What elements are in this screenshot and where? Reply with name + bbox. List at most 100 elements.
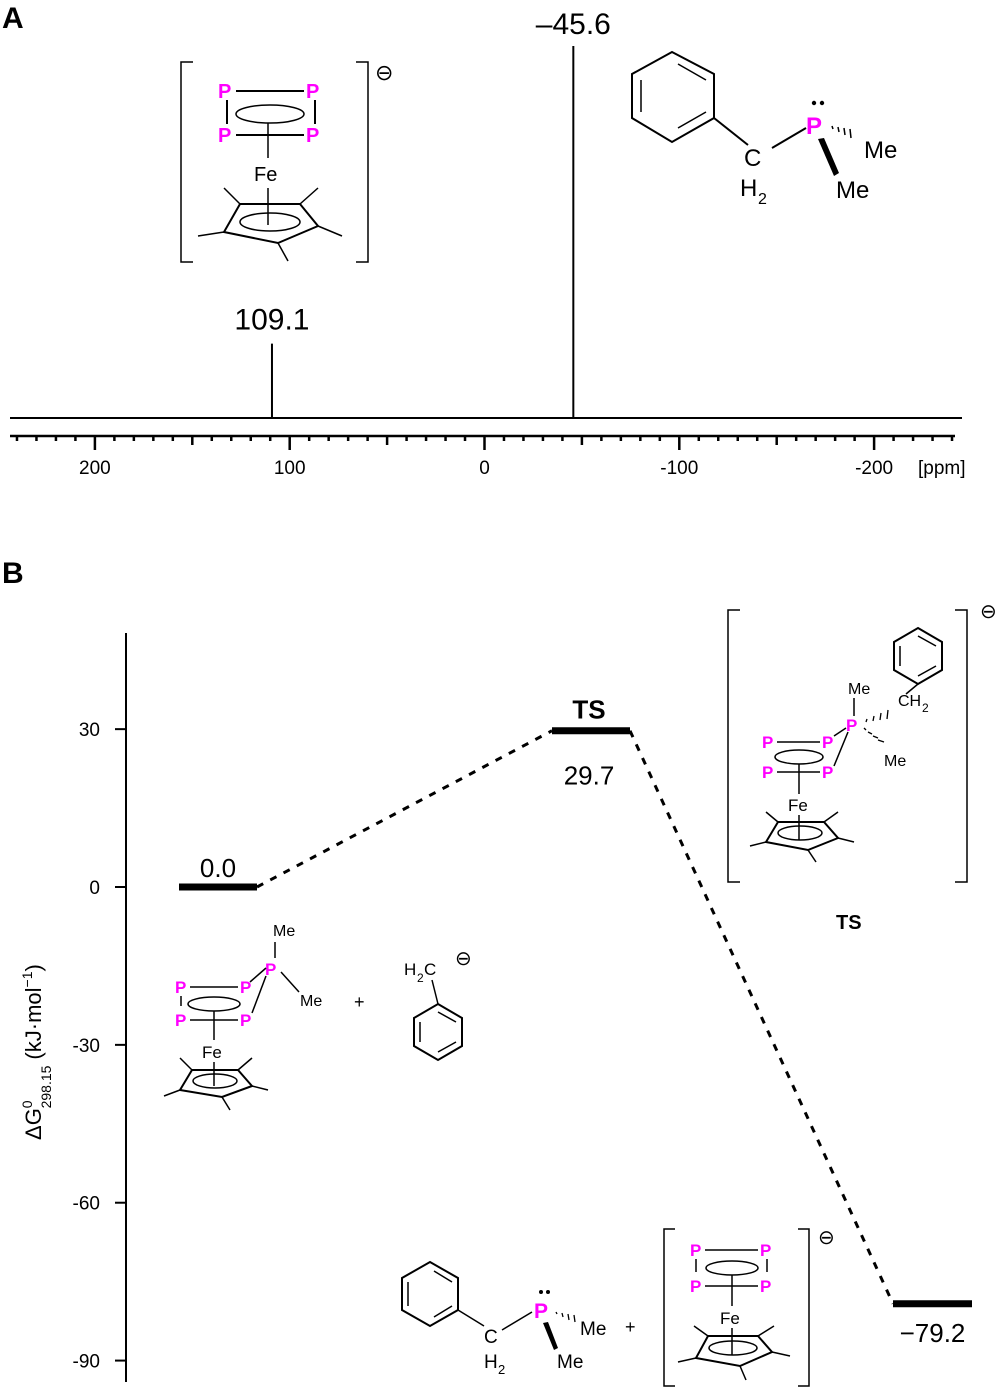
aromatic-bond — [437, 1041, 457, 1053]
cp-ring-ellipse — [239, 212, 301, 232]
p-atom-label: P — [822, 763, 833, 782]
ts-level-label: TS — [572, 695, 605, 725]
c-c-bond — [713, 117, 749, 146]
p-atom-label: P — [175, 978, 186, 997]
bracket-right — [955, 609, 968, 883]
c-p-bond — [501, 1311, 533, 1331]
aromatic-bond — [433, 1305, 453, 1318]
carbon-label: C — [744, 145, 761, 172]
p4-ring-ellipse — [774, 749, 824, 765]
methyl-label: Me — [864, 137, 897, 164]
methyl-bond — [223, 187, 241, 205]
product-phosphine-structure: C H 2 P Me Me — [401, 1260, 606, 1377]
peak-label: –45.6 — [536, 8, 611, 41]
p-atom-label: P — [762, 733, 773, 752]
x-tick-label: -100 — [660, 458, 698, 479]
p-atom-label: P — [240, 1011, 251, 1030]
fe-atom-label: Fe — [202, 1043, 222, 1062]
methyl-bond — [179, 1057, 193, 1071]
plus-sign: + — [625, 1317, 636, 1337]
methyl-bond — [693, 1325, 709, 1337]
y-tick-label: -60 — [73, 1194, 100, 1215]
c-p-bond — [771, 127, 807, 149]
methyl-bond — [677, 1357, 697, 1363]
energy-value-label: 29.7 — [564, 761, 615, 791]
charge-symbol: ⊖ — [980, 601, 997, 623]
fe-atom-label: Fe — [788, 796, 808, 815]
methyl-bond — [277, 242, 289, 262]
p-atom-label: P — [265, 960, 276, 979]
bracket-left — [180, 61, 193, 263]
cp-star-ring — [694, 1335, 774, 1368]
hydrogen-label: H — [740, 175, 757, 202]
lone-pair-dot — [811, 100, 817, 106]
methyl-bond — [837, 837, 855, 843]
phosphorus-label: P — [534, 1300, 548, 1323]
nmr-x-axis: 200 100 0 -100 -200 — [10, 434, 955, 479]
cp-star-ring — [764, 821, 840, 852]
hashed-wedge-bond — [863, 709, 889, 743]
cp-ring-ellipse — [192, 1073, 238, 1089]
y-tick-label: -90 — [73, 1352, 100, 1373]
p-p-bond — [833, 731, 849, 767]
phenyl-ring — [413, 1002, 463, 1062]
phenyl-ring — [631, 50, 715, 144]
p-atom-label: P — [306, 81, 319, 103]
aromatic-bond — [917, 665, 937, 677]
energy-y-axis: 30 0 -30 -60 -90 — [73, 633, 127, 1382]
product-complex-structure: ⊖ P P P P Fe — [663, 1227, 835, 1387]
methyl-bond — [251, 1085, 269, 1091]
methyl-bond — [739, 1365, 747, 1381]
peak-label: 109.1 — [234, 304, 309, 337]
benzyl-dimethylphosphine-structure: C H 2 P Me Me — [631, 50, 897, 208]
p-atom-label: P — [762, 763, 773, 782]
fe-p4-complex-structure: P P P P Fe ⊖ — [180, 60, 393, 263]
methyl-label: Me — [580, 1319, 606, 1340]
methyl-bond — [757, 1325, 775, 1337]
x-tick-label: 100 — [274, 458, 306, 479]
p-atom-label: P — [760, 1277, 771, 1296]
methyl-label: Me — [273, 923, 295, 940]
bracket-right — [356, 61, 369, 263]
methyl-bond — [237, 1057, 253, 1071]
p-p-bond — [249, 967, 267, 983]
lone-pair-dot — [819, 100, 825, 106]
methyl-label: Me — [848, 681, 870, 698]
subscript-label: 2 — [417, 971, 424, 985]
carbon-label: C — [424, 960, 436, 979]
y-tick-label: -30 — [73, 1036, 100, 1057]
reactant-complex-structure: P P P P P Me Me Fe — [163, 923, 322, 1111]
p-atom-label: P — [306, 125, 319, 147]
aromatic-bond — [677, 63, 707, 81]
bracket-right — [798, 1228, 810, 1387]
p-me-bond — [280, 971, 300, 993]
bracket-left — [663, 1228, 675, 1387]
p-p-bond — [251, 975, 267, 1014]
panel-b-label: B — [2, 557, 24, 590]
aromatic-bond — [917, 635, 937, 647]
energy-level-labels: 0.0 TS 29.7 −79.2 — [200, 695, 965, 1348]
y-tick-label: 30 — [79, 720, 100, 741]
panel-a-label: A — [2, 2, 24, 35]
ts-caption: TS — [836, 912, 862, 934]
p-atom-label: P — [218, 81, 231, 103]
p-p-bond — [833, 727, 847, 737]
nmr-spectrum-trace — [10, 46, 962, 419]
p-atom-label: P — [175, 1011, 186, 1030]
aromatic-bond — [437, 1011, 457, 1023]
subscript-label: 2 — [922, 701, 929, 715]
cp-star-ring — [222, 203, 320, 245]
c-c-bond — [905, 683, 919, 695]
p-atom-label: P — [846, 716, 857, 735]
methyl-bond — [299, 187, 319, 205]
lone-pair-dot — [539, 1290, 543, 1294]
p-atom-label: P — [240, 978, 251, 997]
energy-y-axis-label: ΔG0 298.15(kJ·mol−1) — [19, 964, 54, 1140]
ts-structure: ⊖ CH 2 Me P Me P P P P Fe — [727, 601, 997, 883]
fe-atom-label: Fe — [254, 164, 277, 186]
cp-star-ring — [178, 1069, 254, 1099]
charge-symbol: ⊖ — [455, 948, 472, 970]
methyl-bond — [807, 849, 817, 863]
methyl-label: Me — [300, 993, 322, 1010]
